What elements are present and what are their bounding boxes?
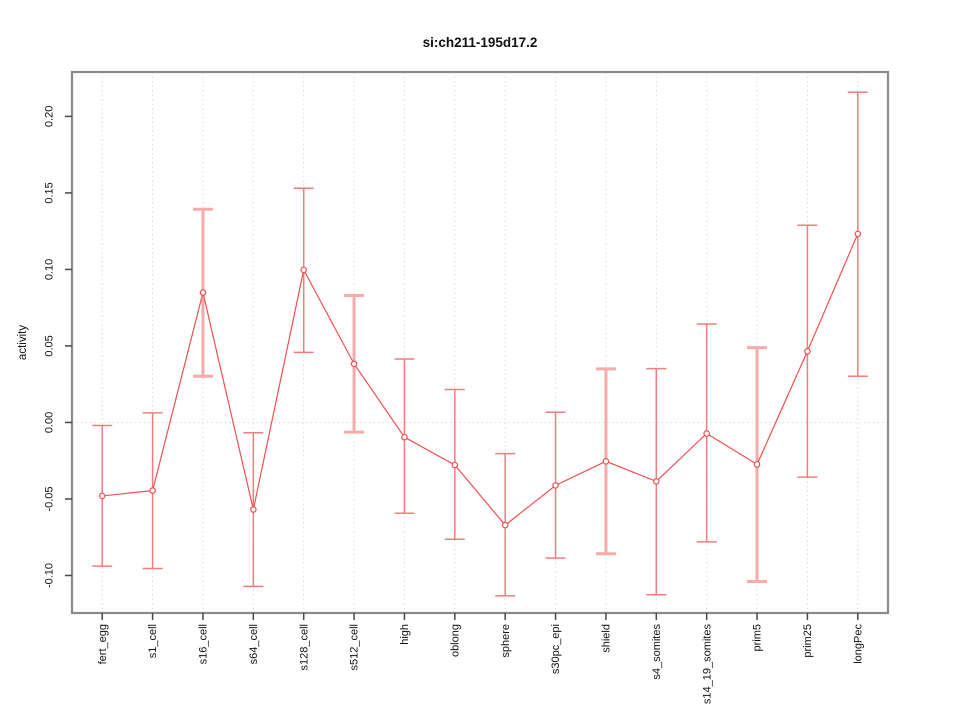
x-tick-label: s512_cell [349, 624, 361, 670]
data-point [501, 521, 509, 529]
x-tick-label: high [399, 624, 411, 645]
plot-frame [70, 70, 890, 615]
x-tick-label: shield [601, 624, 613, 653]
data-point [552, 482, 559, 489]
data-point [250, 506, 257, 513]
data-point [703, 430, 710, 437]
y-tick-label: 0.05 [44, 335, 56, 356]
x-tick-label: sphere [500, 624, 512, 658]
y-tick-label: 0.20 [44, 106, 56, 127]
data-point [753, 461, 761, 468]
x-tick-label: oblong [449, 624, 461, 657]
x-tick-label: s30pc_epi [550, 624, 562, 674]
chart-title: si:ch211-195d17.2 [423, 35, 538, 50]
data-point [149, 487, 156, 494]
y-tick-label: -0.10 [44, 563, 56, 588]
data-point [401, 433, 408, 441]
x-tick-label: s128_cell [298, 624, 310, 670]
x-tick-label: s14_19_somites [701, 624, 713, 705]
y-tick-label: -0.05 [44, 486, 56, 511]
data-point [451, 461, 459, 469]
x-tick-label: longPec [852, 624, 864, 664]
y-tick-label: 0.10 [44, 259, 56, 280]
data-point [804, 347, 811, 355]
x-tick-label: s64_cell [248, 624, 260, 664]
x-tick-label: prim25 [802, 624, 814, 658]
data-point [300, 266, 308, 274]
data-point [854, 230, 862, 238]
y-tick-label: 0.15 [44, 182, 56, 203]
series-line [102, 233, 859, 526]
data-point [98, 492, 106, 500]
x-tick-label: s4_somites [651, 624, 663, 680]
x-tick-label: s1_cell [147, 624, 159, 658]
x-tick-label: fert_egg [97, 624, 109, 664]
y-axis-title: activity [17, 325, 29, 360]
data-point [350, 360, 358, 368]
data-point [199, 289, 207, 296]
data-point [652, 478, 660, 485]
x-tick-label: prim5 [752, 624, 764, 652]
data-point [602, 458, 610, 465]
x-tick-label: s16_cell [198, 624, 210, 664]
y-tick-label: 0.00 [44, 412, 56, 433]
